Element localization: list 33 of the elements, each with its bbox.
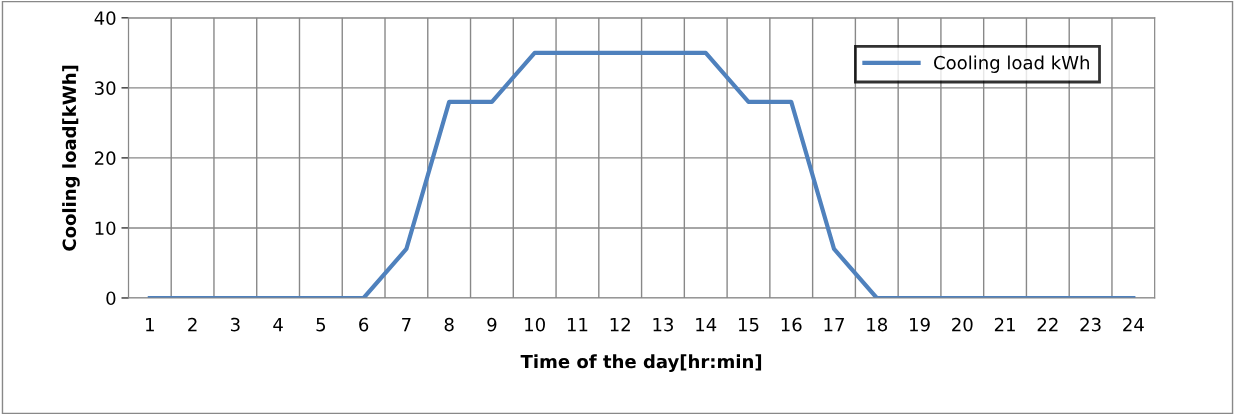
x-tick-label: 18 xyxy=(867,317,888,332)
x-tick-label: 22 xyxy=(1037,317,1058,332)
x-tick-label: 7 xyxy=(402,317,411,332)
x-tick-label: 23 xyxy=(1080,317,1101,332)
x-tick-label: 20 xyxy=(952,317,973,332)
y-tick-label: 30 xyxy=(95,81,116,95)
x-tick-label: 12 xyxy=(610,317,630,332)
x-tick-label: 8 xyxy=(444,317,454,332)
x-tick-label: 9 xyxy=(487,317,497,332)
x-tick-label: 13 xyxy=(653,317,673,332)
x-tick-label: 14 xyxy=(696,317,717,332)
x-axis-title: Time of the day[hr:min] xyxy=(520,354,762,372)
x-tick-label: 2 xyxy=(188,317,197,332)
x-tick-label: 19 xyxy=(910,317,930,332)
x-tick-label: 15 xyxy=(738,317,759,332)
y-tick-label: 0 xyxy=(106,291,116,306)
line-series xyxy=(147,50,1136,298)
x-tick-label: 5 xyxy=(316,317,326,332)
y-tick-label: 40 xyxy=(94,11,116,25)
x-tick-label: 10 xyxy=(525,317,545,332)
x-tick-label: 17 xyxy=(824,317,844,332)
x-tick-label: 24 xyxy=(1123,317,1144,332)
x-tick-label: 16 xyxy=(781,317,802,332)
x-tick-label: 1 xyxy=(146,317,154,332)
x-tick-label: 21 xyxy=(994,317,1015,332)
y-tick-label: 10 xyxy=(95,221,116,236)
y-axis-title: Cooling load[kWh] xyxy=(62,65,80,251)
x-tick-label: 6 xyxy=(359,317,369,332)
y-tick-label: 20 xyxy=(94,151,116,166)
x-tick-label: 4 xyxy=(273,317,283,332)
x-tick-label: 3 xyxy=(230,317,240,332)
legend-label: Cooling load kWh xyxy=(934,55,1089,73)
x-tick-label: 11 xyxy=(567,317,588,332)
